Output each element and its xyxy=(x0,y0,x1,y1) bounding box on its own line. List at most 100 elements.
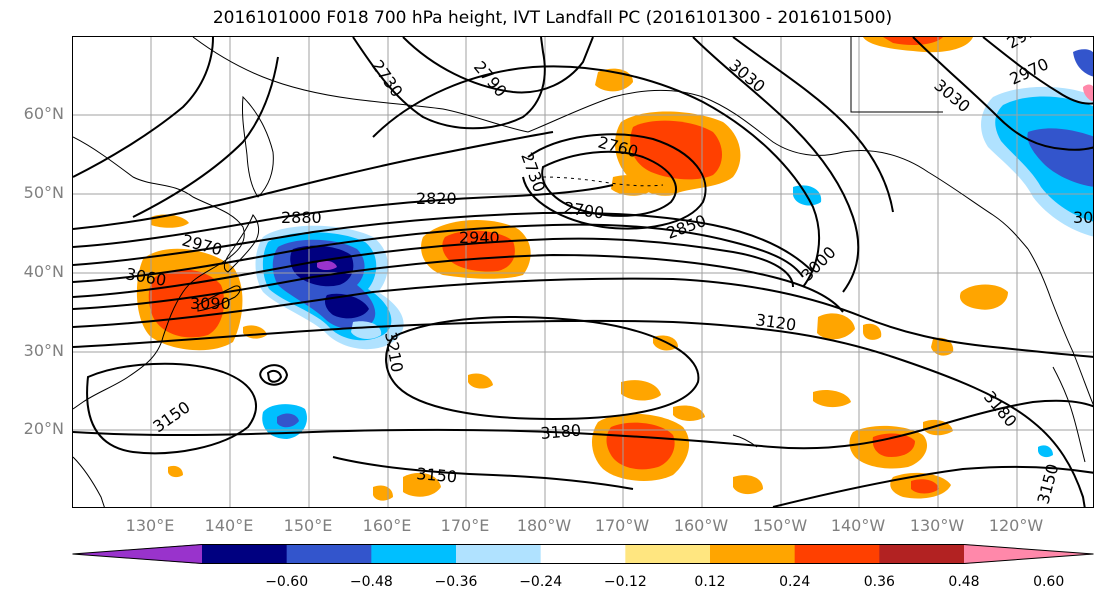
contour-line xyxy=(982,37,1093,105)
map-title: 2016101000 F018 700 hPa height, IVT Land… xyxy=(212,8,893,28)
contour-label: 3000 xyxy=(797,243,839,285)
colorbar-segment xyxy=(879,544,965,564)
shade-positive xyxy=(151,214,189,228)
lat-label-20n: 20°N xyxy=(23,419,64,438)
coast-siberia xyxy=(192,37,529,133)
colorbar-segment xyxy=(625,544,711,564)
contour-label: 2940 xyxy=(459,228,500,247)
shade-negative xyxy=(351,321,382,339)
shade-positive xyxy=(1083,84,1093,102)
map-canvas: 2730 2790 3030 2910 2970 3030 2760 2730 … xyxy=(73,37,1093,507)
lat-label-30n: 30°N xyxy=(23,341,64,360)
contour-line xyxy=(73,37,214,178)
lon-label-180w: 180°W xyxy=(516,516,572,535)
lon-label-150w: 150°W xyxy=(752,516,808,535)
shade-positive xyxy=(373,485,393,501)
shade-negative xyxy=(1073,49,1093,77)
contour-label: 2820 xyxy=(416,189,457,208)
shade-negative xyxy=(325,293,369,319)
shade-positive xyxy=(817,313,855,340)
height-contours xyxy=(73,37,1093,507)
coast-baja xyxy=(1052,366,1086,463)
contour-line xyxy=(692,37,860,293)
shade-positive xyxy=(959,284,1008,310)
colorbar-tick-label: −0.48 xyxy=(349,574,393,590)
colorbar-segment xyxy=(794,544,880,564)
colorbar-tick-label: 0.24 xyxy=(779,574,811,590)
lon-label-170e: 170°E xyxy=(440,516,490,535)
contour-line xyxy=(73,184,614,248)
coast-philippines xyxy=(73,456,105,507)
lat-label-60n: 60°N xyxy=(23,104,64,123)
coast-canada-box xyxy=(850,37,943,113)
contour-line xyxy=(73,399,1093,450)
contour-label: 2730 xyxy=(368,56,407,100)
contour-line xyxy=(352,37,546,130)
contour-line xyxy=(385,316,700,421)
colorbar-segment xyxy=(371,544,457,564)
contour-line xyxy=(912,37,1093,151)
contour-label: 3030 xyxy=(725,56,768,97)
contour-line xyxy=(332,456,634,490)
contour-line xyxy=(259,364,289,386)
colorbar-tick-label: 0.48 xyxy=(948,574,980,590)
shade-positive xyxy=(673,405,705,421)
colorbar-tick-label: −0.60 xyxy=(265,574,309,590)
lon-label-170w: 170°W xyxy=(594,516,650,535)
coast-kamchatka xyxy=(242,95,274,198)
shade-positive xyxy=(733,475,763,495)
colorbar-tick-label: −0.24 xyxy=(519,574,563,590)
colorbar xyxy=(72,544,1094,564)
colorbar-segment xyxy=(710,544,796,564)
shade-negative xyxy=(317,260,337,270)
contour-line xyxy=(732,37,894,213)
colorbar-tick-label: −0.36 xyxy=(434,574,478,590)
lon-label-160w: 160°W xyxy=(673,516,729,535)
colorbar-segment xyxy=(72,544,202,564)
map-panel: 2730 2790 3030 2910 2970 3030 2760 2730 … xyxy=(72,36,1094,508)
lon-label-120w: 120°W xyxy=(988,516,1044,535)
lon-label-140e: 140°E xyxy=(204,516,254,535)
shade-positive xyxy=(168,465,183,478)
coast-na-west xyxy=(1027,248,1093,406)
contour-line xyxy=(73,211,814,273)
coast-asia xyxy=(73,136,245,410)
colorbar-tick-label: 0.36 xyxy=(863,574,895,590)
lat-label-40n: 40°N xyxy=(23,262,64,281)
contour-line xyxy=(73,319,1086,507)
shade-positive xyxy=(621,380,661,401)
shade-positive xyxy=(911,479,939,494)
contour-line xyxy=(73,223,804,283)
contour-line xyxy=(402,37,594,94)
shade-positive xyxy=(468,373,493,389)
colorbar-segment xyxy=(964,544,1094,564)
contour-line xyxy=(522,133,707,230)
shade-positive xyxy=(931,337,954,356)
shade-positive xyxy=(863,323,882,340)
contour-label: 2730 xyxy=(517,150,549,195)
colorbar-tick-label: −0.12 xyxy=(603,574,647,590)
contour-label: 2910 xyxy=(1004,37,1049,52)
contour-line xyxy=(541,150,677,217)
contour-label: 3150 xyxy=(1034,462,1063,506)
shade-negative xyxy=(1027,128,1093,187)
contour-line xyxy=(266,369,283,383)
shade-positive xyxy=(403,472,441,497)
shade-positive xyxy=(606,422,675,470)
contour-label: 2790 xyxy=(470,57,511,100)
contour-line xyxy=(132,56,279,218)
contour-line xyxy=(772,465,1093,507)
contour-label: 3090 xyxy=(190,294,231,313)
coast-alaska xyxy=(527,89,1029,250)
contour-label: 30 xyxy=(1073,208,1093,227)
lon-label-150e: 150°E xyxy=(283,516,333,535)
lon-label-160e: 160°E xyxy=(362,516,412,535)
contour-line xyxy=(73,277,1093,358)
contour-label: 2880 xyxy=(281,208,322,227)
coastlines xyxy=(73,37,1093,507)
contour-label: 3150 xyxy=(416,464,458,486)
contour-label: 3210 xyxy=(381,330,407,373)
colorbar-outline xyxy=(72,544,1094,564)
contour-line xyxy=(73,131,554,230)
lon-label-130w: 130°W xyxy=(909,516,965,535)
